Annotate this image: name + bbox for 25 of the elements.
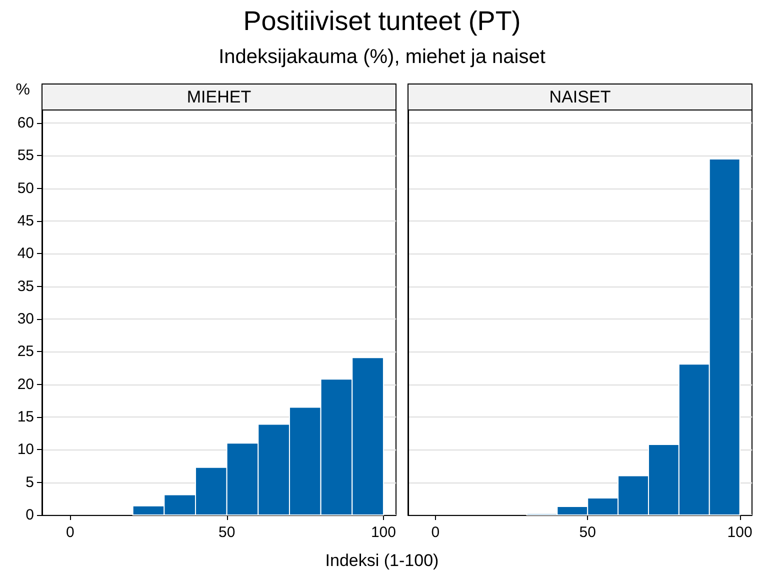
y-tick-label: 40 <box>17 245 34 262</box>
text: Positiiviset tunteet (PT) <box>242 6 522 37</box>
y-tick-label: 60 <box>17 114 34 132</box>
y-tick-label: 20 <box>17 376 34 393</box>
y-tick-label: 30 <box>17 310 34 328</box>
x-axis-title: Indeksi (1-100) <box>324 551 440 571</box>
x-tick-label: 100 <box>370 524 396 541</box>
y-tick-label: 5 <box>26 474 34 491</box>
x-tick-label: 50 <box>218 524 236 541</box>
y-tick-label: 15 <box>17 408 34 426</box>
y-axis-title: % <box>16 82 30 98</box>
y-tick-label: 35 <box>17 278 34 295</box>
chart-title: NAISET <box>549 88 611 106</box>
x-tick-label: 100 <box>727 524 752 541</box>
chart-title: MIEHET <box>186 88 252 106</box>
x-tick-label: 0 <box>66 524 74 541</box>
y-tick-label: 55 <box>17 147 34 164</box>
x-tick-label: 50 <box>579 524 596 541</box>
y-tick-label: 0 <box>26 506 34 524</box>
y-tick-label: 10 <box>17 441 34 458</box>
y-tick-label: 45 <box>17 212 34 230</box>
y-tick-label: 50 <box>17 180 34 197</box>
x-tick-label: 0 <box>431 524 440 541</box>
text: Indeksijakauma (%), miehet ja naiset <box>218 46 546 69</box>
y-tick-label: 25 <box>17 343 34 360</box>
